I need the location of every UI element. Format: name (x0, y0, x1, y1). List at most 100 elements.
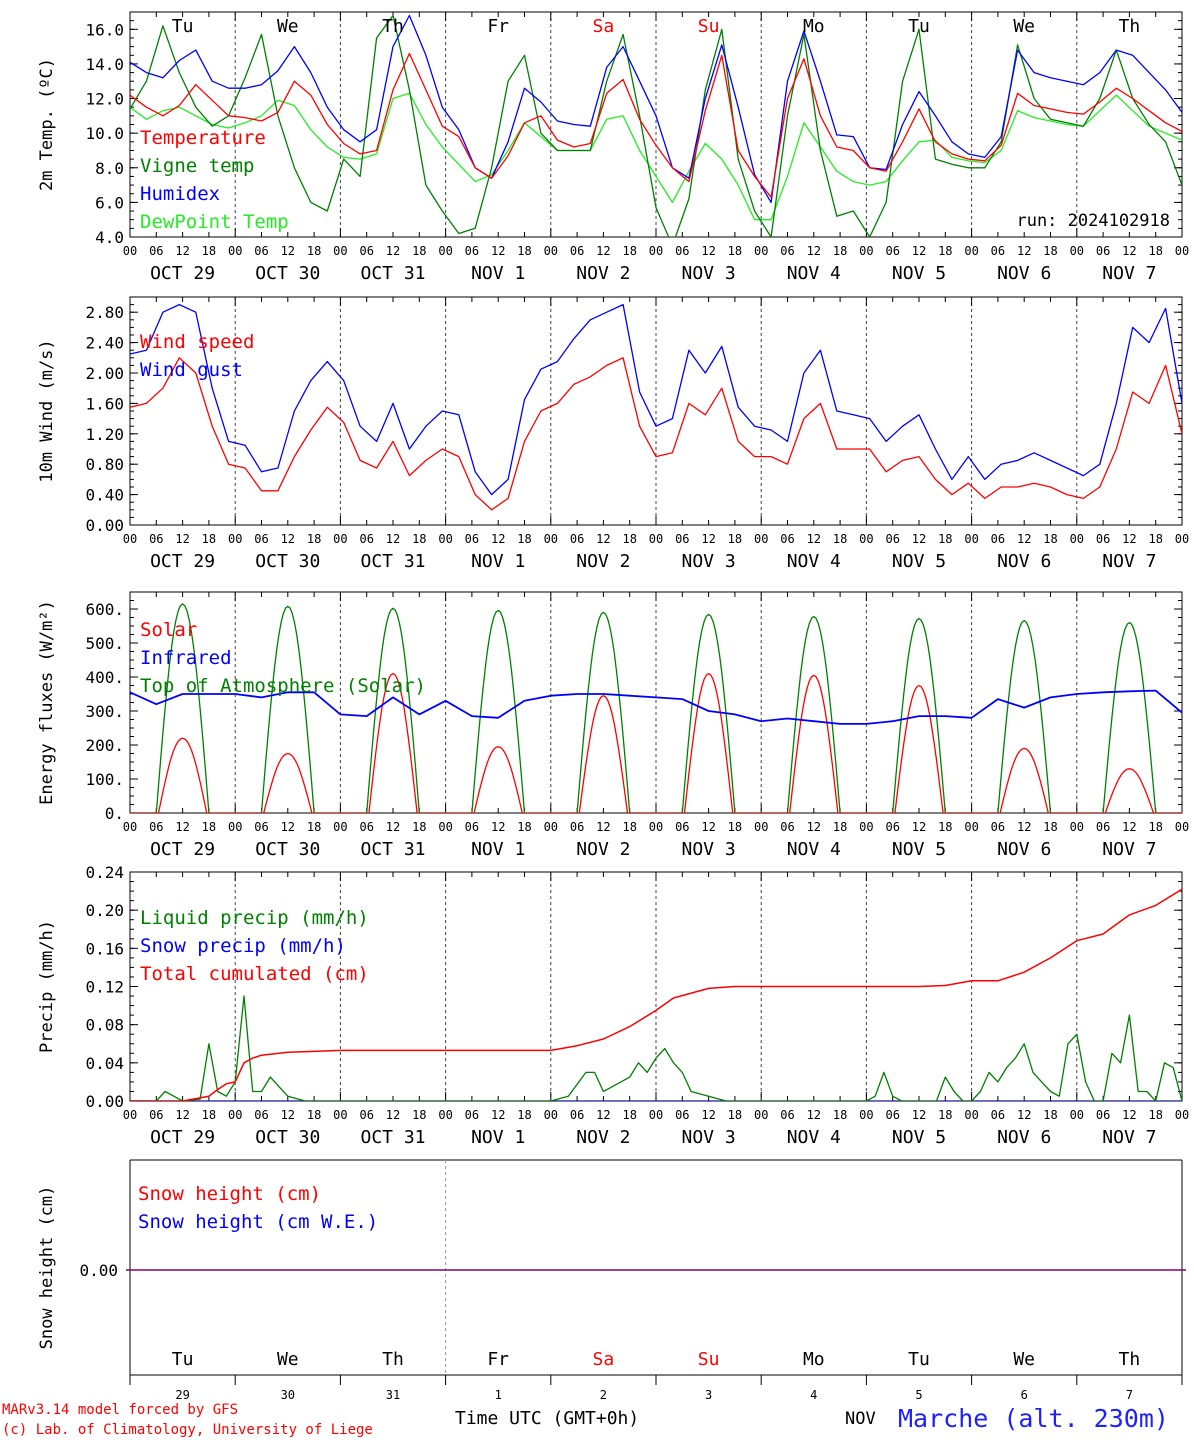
date-label: OCT 31 (360, 551, 425, 572)
day-of-week-label: We (277, 1349, 299, 1370)
hour-label: 18 (938, 532, 952, 546)
hour-label: 06 (885, 532, 899, 546)
hour-label: 06 (359, 820, 373, 834)
y-tick-label: 6.0 (95, 193, 124, 212)
hour-label: 18 (728, 820, 742, 834)
hour-label: 06 (254, 1108, 268, 1122)
hour-label: 12 (1017, 532, 1031, 546)
lab-credit: (c) Lab. of Climatology, University of L… (2, 1422, 373, 1438)
hour-label: 18 (622, 820, 636, 834)
legend-entry: Snow height (cm W.E.) (138, 1211, 378, 1233)
model-credit: MARv3.14 model forced by GFS (2, 1402, 238, 1418)
date-label: NOV 6 (997, 839, 1051, 860)
hour-label: 00 (1175, 820, 1189, 834)
date-label: OCT 29 (150, 551, 215, 572)
hour-label: 00 (333, 244, 347, 258)
energy-panel: 0. 100. 200. 300. 400. 500. 600. Energy fluxes … (37, 591, 1189, 860)
legend-entry: Infrared (140, 647, 232, 669)
hour-label: 00 (544, 820, 558, 834)
hour-label: 18 (622, 244, 636, 258)
hour-label: 06 (1096, 244, 1110, 258)
day-of-week-label: Mo (803, 16, 825, 37)
hour-label: 06 (465, 244, 479, 258)
hour-label: 12 (701, 532, 715, 546)
hour-label: 18 (517, 820, 531, 834)
y-tick-label: 0.04 (85, 1054, 124, 1073)
temp-series (130, 14, 1182, 237)
hour-label: 12 (596, 1108, 610, 1122)
hour-label: 00 (1070, 244, 1084, 258)
hour-label: 00 (438, 244, 452, 258)
hour-label: 00 (859, 532, 873, 546)
hour-label: 06 (1096, 1108, 1110, 1122)
date-label: OCT 31 (360, 839, 425, 860)
hour-label: 18 (833, 532, 847, 546)
hour-label: 12 (386, 1108, 400, 1122)
hour-label: 18 (728, 244, 742, 258)
date-label: NOV 5 (892, 839, 946, 860)
day-of-week-label: Tu (172, 1349, 194, 1370)
y-tick-label: 0.16 (85, 939, 124, 958)
hour-label: 06 (780, 1108, 794, 1122)
day-of-week-label: Mo (803, 1349, 825, 1370)
day-of-week-label: Fr (487, 1349, 509, 1370)
y-tick-label: 200. (85, 736, 124, 755)
legend-entry: Wind speed (140, 331, 254, 353)
hour-label: 12 (281, 820, 295, 834)
hour-label: 06 (149, 820, 163, 834)
hour-label: 12 (701, 244, 715, 258)
series-line-liquid-precip (130, 995, 1182, 1101)
date-label: NOV 7 (1102, 551, 1156, 572)
energy-series (130, 603, 1182, 813)
snow-panel: 0.00 Snow height (cm) Snow height (cm) Snow… (37, 1159, 1186, 1402)
hour-label: 06 (991, 244, 1005, 258)
hour-label: 06 (149, 1108, 163, 1122)
hour-label: 12 (281, 244, 295, 258)
hour-label: 18 (307, 820, 321, 834)
legend-entry: Top of Atmosphere (Solar) (140, 675, 426, 697)
hour-label: 12 (1122, 1108, 1136, 1122)
hour-label: 00 (123, 820, 137, 834)
day-of-week-label: Th (1119, 1349, 1141, 1370)
hour-label: 00 (228, 244, 242, 258)
day-number-label: 6 (1021, 1388, 1028, 1402)
time-axis-label: Time UTC (GMT+0h) (455, 1408, 639, 1429)
hour-label: 18 (1043, 532, 1057, 546)
legend-entry: Temperature (140, 127, 266, 149)
hour-label: 06 (570, 820, 584, 834)
date-label: NOV 3 (682, 1127, 736, 1148)
y-tick-label: 8.0 (95, 159, 124, 178)
date-label: NOV 6 (997, 1127, 1051, 1148)
hour-label: 18 (517, 244, 531, 258)
y-tick-label: 2.00 (85, 364, 124, 383)
legend-entry: Snow height (cm) (138, 1183, 321, 1205)
date-label: NOV 5 (892, 551, 946, 572)
date-label: OCT 30 (255, 1127, 320, 1148)
hour-label: 06 (991, 1108, 1005, 1122)
series-line-total-cumulated (130, 888, 1182, 1101)
hour-label: 06 (254, 820, 268, 834)
day-number-label: 7 (1126, 1388, 1133, 1402)
y-tick-label: 0.12 (85, 978, 124, 997)
y-tick-label: 2.80 (85, 303, 124, 322)
date-label: OCT 31 (360, 1127, 425, 1148)
day-of-week-label: Sa (593, 1349, 615, 1370)
hour-label: 06 (1096, 820, 1110, 834)
hour-label: 12 (1017, 820, 1031, 834)
hour-label: 12 (1122, 820, 1136, 834)
y-axis-label: Precip (mm/h) (37, 920, 57, 1053)
hour-label: 06 (359, 244, 373, 258)
hour-label: 12 (1122, 532, 1136, 546)
hour-label: 06 (675, 820, 689, 834)
series-line-infrared (130, 689, 1182, 725)
y-tick-label: 1.60 (85, 394, 124, 413)
hour-label: 06 (465, 1108, 479, 1122)
hour-label: 18 (1043, 820, 1057, 834)
hour-label: 06 (780, 532, 794, 546)
hour-label: 06 (359, 532, 373, 546)
day-of-week-label: Tu (908, 1349, 930, 1370)
hour-label: 00 (754, 244, 768, 258)
hour-label: 12 (807, 532, 821, 546)
hour-label: 18 (622, 1108, 636, 1122)
hour-label: 06 (570, 1108, 584, 1122)
